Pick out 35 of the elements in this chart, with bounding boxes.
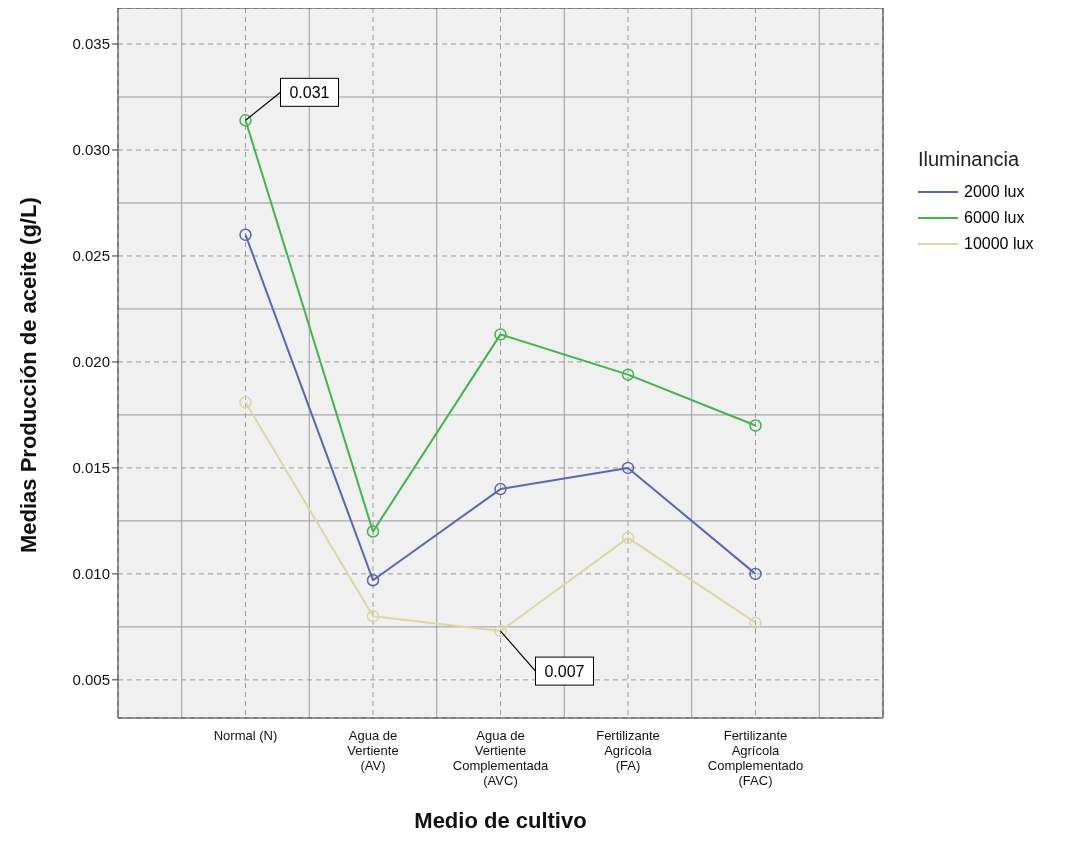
x-tick-label: Normal (N) (213, 728, 278, 743)
legend-label: 6000 lux (963, 208, 1026, 228)
legend-label: 10000 lux (963, 234, 1034, 254)
x-tick-label: Fertilizante Agrícola Complementado (FAC) (707, 728, 804, 788)
legend-label: 2000 lux (963, 182, 1026, 202)
point (749, 567, 762, 581)
point (621, 461, 635, 475)
y-tick-label: 0.005 (72, 671, 110, 689)
point (239, 114, 252, 127)
point (621, 368, 635, 381)
point (366, 573, 380, 587)
annotation: 0.007 (544, 663, 585, 681)
y-tick-label: 0.010 (72, 565, 110, 583)
point (239, 228, 252, 242)
point (749, 616, 762, 629)
y-tick-label: 0.025 (72, 247, 110, 265)
point (494, 624, 507, 638)
point (366, 525, 380, 538)
y-tick-label: 0.020 (72, 353, 110, 371)
x-tick-label: Agua de Vertiente Complementada (AVC) (452, 728, 549, 788)
point (494, 482, 507, 496)
point (749, 419, 762, 432)
x-tick-label: Fertilizante Agrícola (FA) (596, 728, 660, 773)
point (366, 610, 380, 623)
point (239, 395, 252, 409)
y-tick-label: 0.015 (72, 459, 110, 477)
point (621, 531, 635, 545)
y-axis-title: Medias Producción de aceite (g/L) (15, 197, 41, 553)
y-tick-label: 0.035 (72, 35, 110, 53)
x-tick-label: Agua de Vertiente (AV) (347, 728, 399, 773)
legend-title: Iluminancia (918, 148, 1021, 171)
x-axis-title: Medio de cultivo (414, 808, 587, 833)
point (494, 328, 507, 341)
y-tick-label: 0.030 (72, 141, 110, 159)
annotation: 0.031 (289, 84, 330, 102)
